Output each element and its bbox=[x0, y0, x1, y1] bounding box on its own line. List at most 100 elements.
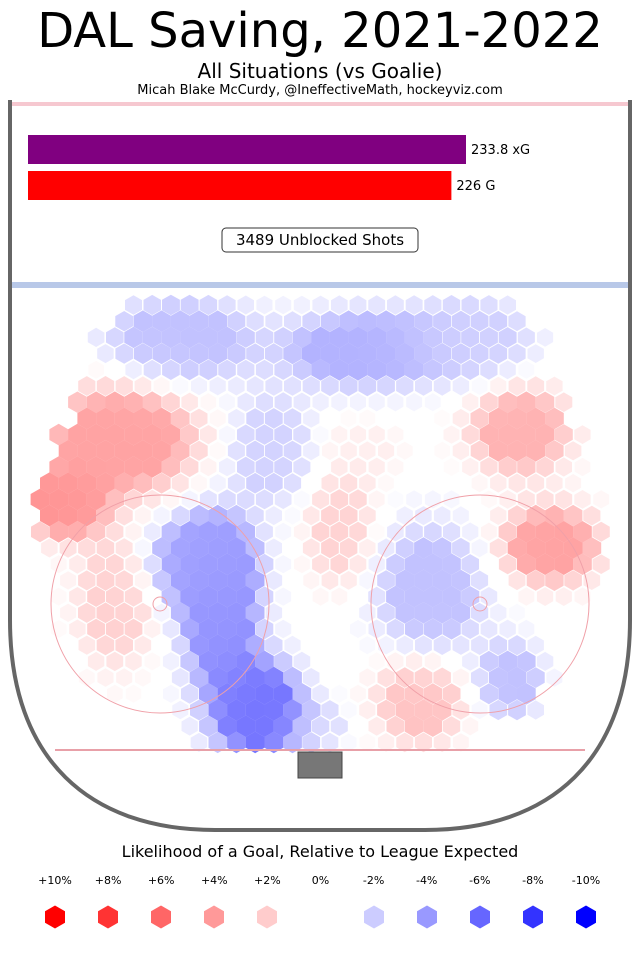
hex-cell bbox=[423, 683, 442, 705]
hex-cell bbox=[199, 326, 218, 349]
hex-cell bbox=[274, 359, 292, 380]
hex-cell bbox=[189, 310, 209, 332]
hex-cell bbox=[489, 635, 507, 656]
hex-cell bbox=[498, 683, 517, 705]
hex-cell bbox=[292, 326, 312, 349]
hex-cell bbox=[545, 569, 564, 591]
legend-hex bbox=[522, 905, 543, 929]
hex-cell bbox=[452, 733, 469, 752]
hex-cell bbox=[377, 570, 395, 591]
hex-cell bbox=[283, 699, 302, 721]
hex-cell bbox=[432, 569, 452, 592]
hex-cell bbox=[348, 326, 368, 349]
hex-cell bbox=[518, 360, 535, 379]
hex-cell bbox=[236, 553, 256, 575]
hex-cell bbox=[236, 650, 256, 673]
hex-cell bbox=[171, 473, 189, 493]
hex-cell bbox=[368, 684, 386, 704]
hex-cell bbox=[340, 733, 357, 752]
hex-cell bbox=[152, 310, 171, 332]
hex-cell bbox=[284, 376, 301, 396]
hex-cell bbox=[499, 490, 516, 509]
hex-cell bbox=[227, 537, 246, 559]
hex-cell bbox=[293, 522, 310, 541]
hex-cell bbox=[451, 343, 470, 364]
hex-cell bbox=[367, 359, 387, 381]
hex-cell bbox=[329, 359, 349, 381]
hex-cell bbox=[189, 666, 209, 689]
hex-cell bbox=[526, 570, 545, 591]
hex-cell bbox=[359, 636, 376, 655]
hex-cell bbox=[535, 423, 555, 446]
hex-cell bbox=[134, 571, 151, 590]
legend-label: -8% bbox=[522, 874, 544, 887]
hex-cell bbox=[161, 521, 181, 543]
hex-cell bbox=[161, 456, 181, 478]
hex-cell bbox=[312, 392, 329, 412]
hex-cell bbox=[471, 602, 489, 623]
hex-cell bbox=[78, 538, 96, 558]
hex-cell bbox=[480, 619, 498, 639]
hex-cell bbox=[199, 650, 218, 673]
hex-cell bbox=[275, 619, 292, 639]
legend-hex bbox=[257, 905, 278, 929]
hex-cell bbox=[395, 310, 415, 332]
hex-cell bbox=[451, 569, 471, 592]
hex-cell bbox=[396, 441, 413, 460]
hex-cell bbox=[180, 359, 199, 381]
hex-cell bbox=[434, 409, 450, 428]
legend-label: +4% bbox=[200, 874, 228, 887]
hex-cell bbox=[404, 553, 424, 575]
hex-cell bbox=[442, 683, 461, 705]
hex-cell bbox=[536, 456, 554, 478]
hex-cell bbox=[536, 651, 554, 671]
hex-cell bbox=[349, 554, 367, 574]
hex-cell bbox=[208, 699, 228, 721]
hex-cell bbox=[480, 359, 498, 380]
hex-cell bbox=[536, 587, 554, 606]
hex-cell bbox=[359, 603, 376, 623]
legend-item: -10% bbox=[556, 874, 616, 929]
hex-cell bbox=[77, 504, 97, 527]
hex-cell bbox=[359, 473, 376, 493]
hex-cell bbox=[152, 440, 171, 462]
hex-cell bbox=[302, 732, 321, 753]
hex-cell bbox=[265, 635, 283, 656]
hex-cell bbox=[527, 635, 544, 655]
hex-cell bbox=[87, 327, 105, 347]
hex-cell bbox=[246, 376, 264, 396]
hex-cell bbox=[162, 392, 180, 413]
hex-cell bbox=[330, 554, 349, 575]
hex-cell bbox=[582, 537, 602, 559]
hex-cell bbox=[396, 506, 413, 525]
hex-cell bbox=[536, 489, 554, 510]
hex-cell bbox=[40, 472, 59, 494]
hex-cell bbox=[377, 667, 395, 688]
hex-cell bbox=[31, 521, 49, 543]
hex-cell bbox=[461, 359, 480, 380]
hex-cell bbox=[462, 652, 479, 671]
hex-cell bbox=[574, 425, 591, 444]
hex-cell bbox=[133, 440, 153, 462]
legend-hex bbox=[310, 905, 331, 929]
hex-cell bbox=[367, 326, 387, 349]
hex-cell bbox=[264, 343, 283, 364]
hex-cell bbox=[133, 310, 153, 332]
hex-cell bbox=[433, 732, 451, 752]
hex-cell bbox=[125, 554, 142, 574]
hex-cell bbox=[199, 553, 218, 575]
hex-cell bbox=[405, 521, 423, 542]
hex-cell bbox=[87, 651, 105, 671]
hex-cell bbox=[340, 409, 357, 428]
hex-cell bbox=[507, 666, 527, 689]
hex-cell bbox=[349, 295, 367, 315]
hex-cell bbox=[387, 457, 404, 477]
hex-cell bbox=[124, 326, 143, 349]
hex-cell bbox=[96, 472, 115, 494]
hex-cell bbox=[115, 311, 133, 332]
hex-cell bbox=[471, 700, 488, 720]
hex-cell bbox=[404, 585, 424, 608]
hex-cell bbox=[526, 504, 546, 527]
legend-hex bbox=[416, 905, 437, 929]
hex-cell bbox=[489, 666, 508, 689]
